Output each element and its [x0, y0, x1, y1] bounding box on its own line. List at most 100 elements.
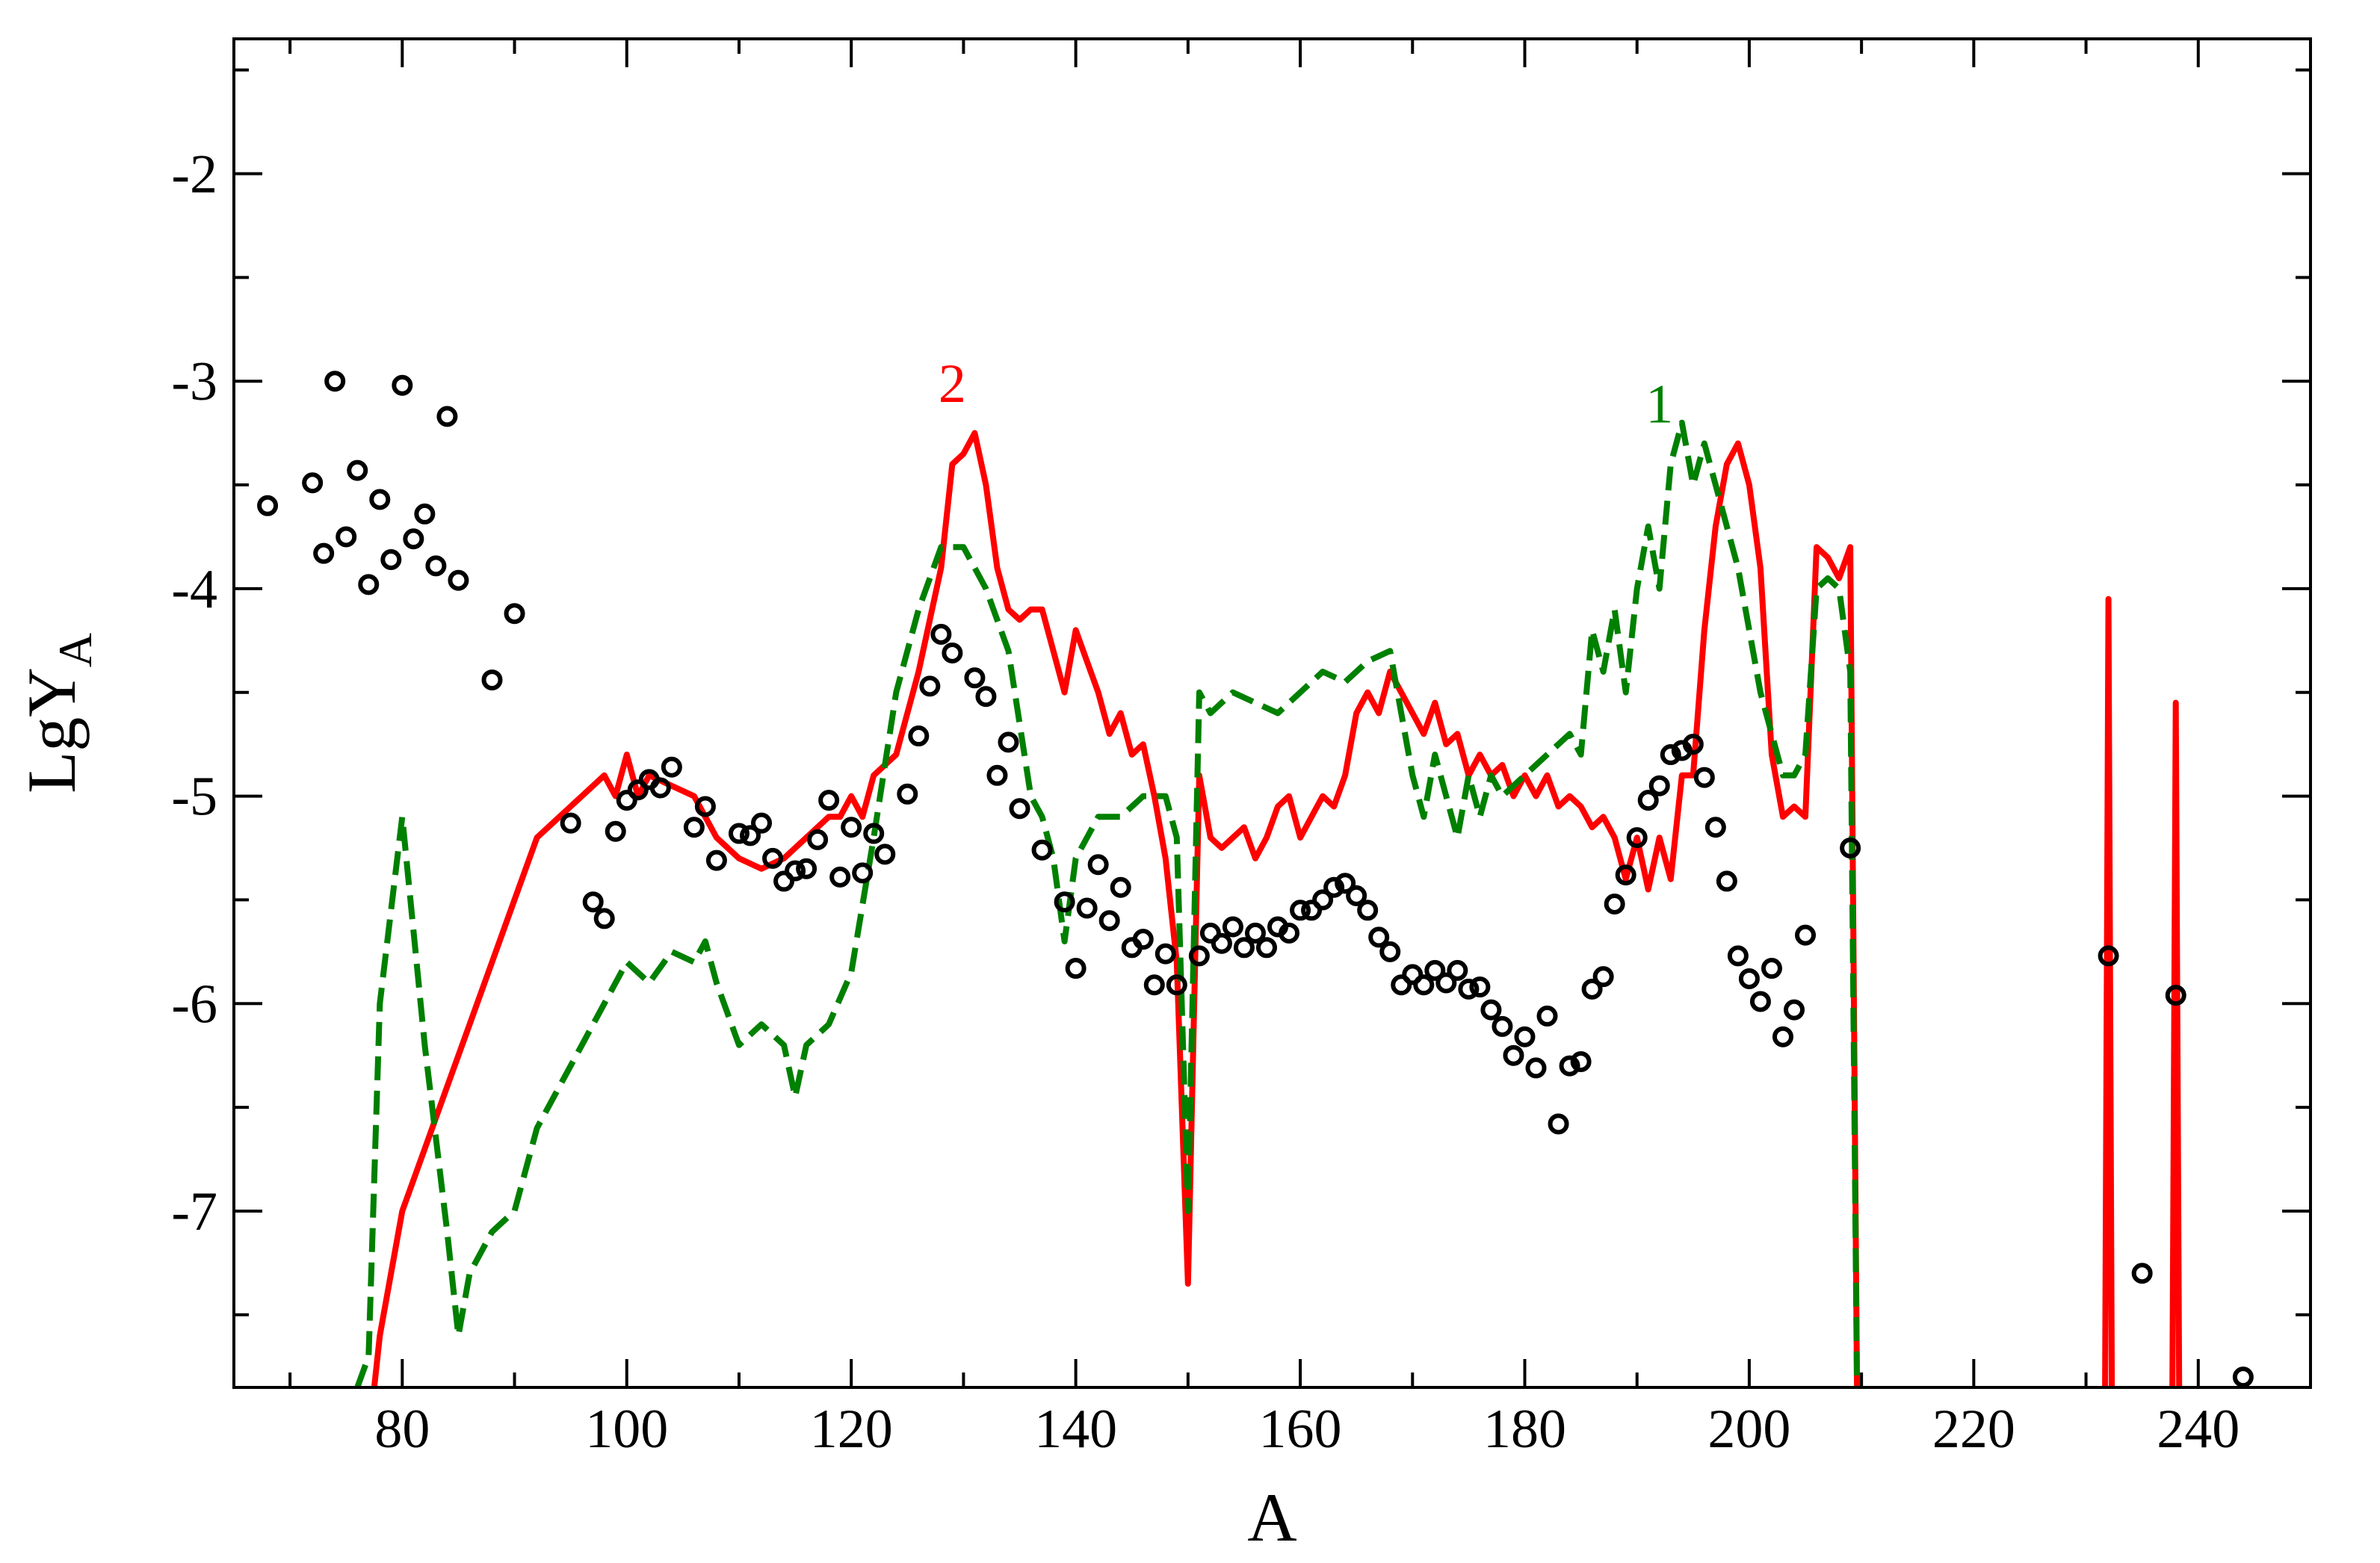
- data-point: [1009, 798, 1030, 820]
- data-point: [751, 812, 773, 834]
- data-point: [863, 823, 885, 844]
- data-point: [818, 790, 840, 811]
- data-point: [796, 858, 817, 879]
- curve-label-1: 1: [1645, 374, 1673, 436]
- data-point: [1738, 968, 1760, 989]
- data-point: [560, 812, 581, 834]
- data-point: [1492, 1015, 1513, 1037]
- x-tick-label: 160: [1259, 1399, 1342, 1460]
- data-point: [1458, 978, 1480, 1000]
- data-point: [1727, 945, 1749, 967]
- data-point: [313, 542, 335, 564]
- data-point: [347, 459, 368, 481]
- data-point: [1312, 889, 1334, 911]
- data-point: [852, 862, 874, 884]
- data-point: [1199, 922, 1221, 944]
- data-point: [1166, 974, 1187, 996]
- data-point: [1110, 876, 1131, 898]
- data-point: [1065, 958, 1087, 979]
- data-point: [1525, 1057, 1547, 1079]
- data-point: [874, 844, 896, 865]
- y-tick-label: -3: [171, 351, 217, 412]
- data-point: [1548, 1113, 1569, 1135]
- data-point: [1413, 974, 1435, 996]
- data-point: [1323, 876, 1345, 898]
- data-point: [257, 495, 279, 516]
- curve-label-2: 2: [939, 353, 966, 415]
- data-point: [369, 489, 391, 510]
- x-tick-label: 140: [1034, 1399, 1117, 1460]
- data-point: [1447, 959, 1468, 981]
- data-point: [897, 783, 918, 805]
- data-point: [1648, 775, 1670, 796]
- data-point: [2165, 985, 2186, 1006]
- data-point: [964, 667, 986, 689]
- series-line-1: [354, 419, 1861, 1389]
- data-point: [302, 472, 324, 494]
- data-point: [683, 817, 705, 838]
- y-axis-title: LgYA: [13, 633, 102, 793]
- data-point: [324, 371, 346, 392]
- data-point: [807, 829, 829, 850]
- data-point: [1402, 964, 1424, 985]
- data-point: [414, 503, 436, 524]
- data-point: [942, 642, 963, 663]
- data-point: [392, 374, 413, 396]
- data-point: [481, 669, 503, 691]
- data-point: [773, 870, 795, 892]
- data-point: [1592, 966, 1614, 988]
- data-point: [986, 764, 1008, 786]
- data-point: [358, 574, 380, 595]
- data-point: [1031, 839, 1053, 861]
- data-point: [785, 860, 806, 882]
- data-point: [582, 891, 604, 913]
- x-tick-label: 180: [1483, 1399, 1566, 1460]
- data-point: [649, 777, 671, 799]
- x-tick-label: 200: [1707, 1399, 1790, 1460]
- data-point: [1054, 891, 1075, 913]
- data-point: [1480, 999, 1502, 1021]
- tick-labels: 80 100 120 140 160 180 200 220 240 -7 -6 -5 -4 -3 -2: [171, 144, 2240, 1461]
- y-tick-label: -2: [171, 144, 217, 205]
- x-tick-label: 100: [585, 1399, 668, 1460]
- data-point: [1772, 1026, 1793, 1047]
- data-point: [1233, 937, 1255, 959]
- data-point: [1637, 790, 1659, 811]
- data-point: [1279, 922, 1300, 944]
- x-tick-label: 120: [810, 1399, 893, 1460]
- y-axis-title-sub: A: [49, 633, 102, 667]
- data-point: [739, 825, 761, 847]
- data-point: [1076, 897, 1098, 919]
- data-point: [504, 603, 525, 625]
- y-axis-title-main: LgY: [13, 667, 90, 793]
- data-point: [705, 849, 727, 871]
- data-point: [998, 731, 1019, 753]
- data-point: [1244, 922, 1266, 944]
- data-point: [762, 847, 784, 869]
- data-point: [1301, 900, 1323, 921]
- data-point: [1570, 1051, 1592, 1073]
- data-point: [1503, 1044, 1524, 1066]
- data-point: [1335, 873, 1356, 894]
- data-point: [425, 555, 447, 577]
- data-point: [1795, 924, 1817, 946]
- data-point: [627, 779, 649, 801]
- data-point: [661, 756, 682, 778]
- data-point: [1255, 937, 1277, 959]
- data-point: [1188, 945, 1210, 967]
- data-point: [1559, 1055, 1580, 1077]
- data-point: [1469, 977, 1491, 998]
- data-point: [1693, 767, 1715, 788]
- data-point: [1761, 958, 1782, 979]
- data-point: [841, 817, 862, 838]
- y-tick-label: -5: [171, 767, 217, 828]
- data-point: [1660, 744, 1681, 766]
- x-tick-label: 220: [1932, 1399, 2015, 1460]
- data-point: [908, 725, 930, 747]
- data-point: [1626, 827, 1648, 849]
- data-point: [1087, 854, 1109, 876]
- data-point: [336, 526, 357, 548]
- series-line-2: [2169, 699, 2183, 1388]
